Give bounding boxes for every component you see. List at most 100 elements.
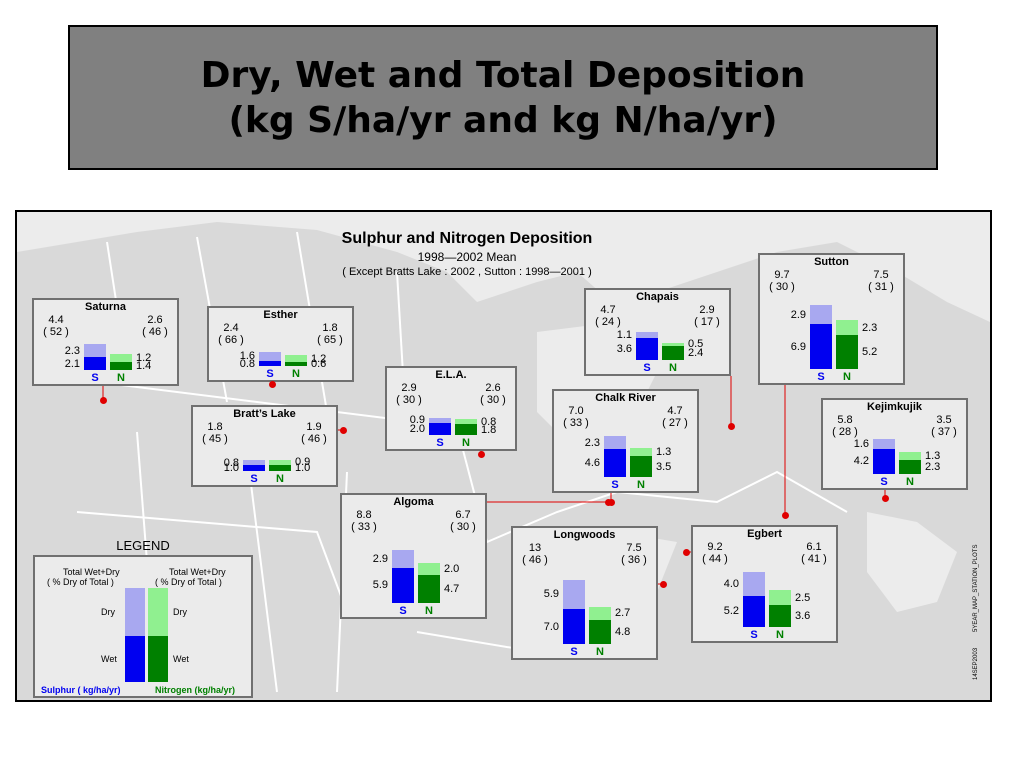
legend-wet-right: Wet [173,654,189,664]
station-n-pct: ( 30 ) [450,521,476,533]
legend-n-dry-bar [148,588,168,636]
bar-label-n: N [843,371,851,383]
bar-label-s: S [399,605,407,617]
station-s-pct: ( 66 ) [218,334,244,346]
nitrogen-dry-bar [662,342,684,346]
slide-title-line2: (kg S/ha/yr and kg N/ha/yr) [228,99,778,141]
station-s-total: 9.2 [707,541,723,553]
station-s-wet: 0.8 [239,357,255,370]
station-s-pct: ( 45 ) [202,433,228,445]
station-n-dry: 2.3 [862,321,878,334]
station-n-wet: 1.4 [136,359,152,372]
station-s-pct: ( 30 ) [769,281,795,293]
bar-label-s: S [266,368,274,380]
station-location-dot [782,512,789,519]
bar-label-s: S [436,437,444,449]
station-s-total: 5.8 [837,414,853,426]
chart-title: Sulphur and Nitrogen Deposition [341,230,593,247]
bar-label-n: N [117,372,125,384]
station-s-pct: ( 44 ) [702,553,728,565]
station-name: Sutton [814,256,849,268]
station-s-pct: ( 46 ) [522,554,548,566]
station-n-dry: 0.9 [295,456,311,469]
sulphur-dry-bar [563,579,585,609]
bar-label-s: S [880,476,888,488]
side-note-plot: 5YEAR_MAP_STATION_PLOTS [973,544,979,632]
station-name: Kejimkujik [866,401,923,413]
bar-label-n: N [425,605,433,617]
legend-nitrogen-units: Nitrogen (kg/ha/yr) [155,685,236,695]
legend-s-dry-bar [125,588,145,636]
station-s-pct: ( 24 ) [595,316,621,328]
legend-s-pct-label: ( % Dry of Total ) [47,577,114,587]
station-location-dot [728,423,735,430]
station-n-dry: 1.3 [925,450,941,463]
bar-label-s: S [750,629,758,641]
legend-wet-left: Wet [101,654,117,664]
station-location-dot [605,499,612,506]
sulphur-wet-bar [873,448,895,474]
station-n-dry: 2.7 [615,607,631,620]
slide-title-box: Dry, Wet and Total Deposition (kg S/ha/y… [68,25,938,170]
station-s-dry: 2.9 [790,308,806,321]
station-box: Longwoods 13( 46 ) 7.5( 36 ) 5.9 7.0 2.7 4.8 S N [511,526,658,660]
nitrogen-wet-bar [110,361,132,370]
bar-label-n: N [596,646,604,658]
station-box: Egbert 9.2( 44 ) 6.1( 41 ) 4.0 5.2 2.5 3.6 S N [691,525,838,643]
nitrogen-dry-bar [418,562,440,575]
sulphur-dry-bar [810,305,832,325]
station-n-wet: 5.2 [862,346,878,359]
nitrogen-wet-bar [269,465,291,471]
bar-label-n: N [637,479,645,491]
station-name: Egbert [747,528,782,540]
bar-label-s: S [570,646,578,658]
station-n-wet: 4.8 [615,626,631,638]
station-s-dry: 0.9 [409,414,425,427]
bar-label-s: S [643,362,651,374]
sulphur-wet-bar [810,324,832,369]
station-n-dry: 0.5 [688,338,704,351]
bar-label-s: S [817,371,825,383]
station-n-pct: ( 30 ) [480,394,506,406]
station-location-dot [340,427,347,434]
sulphur-wet-bar [84,357,106,370]
station-s-total: 1.8 [207,421,223,433]
station-s-pct: ( 33 ) [563,417,589,429]
station-n-total: 2.9 [699,304,715,316]
station-n-pct: ( 27 ) [662,417,688,429]
station-s-total: 2.9 [401,382,417,394]
station-s-wet: 4.2 [853,455,869,468]
nitrogen-wet-bar [662,345,684,360]
station-s-wet: 4.6 [584,457,600,470]
sulphur-dry-bar [636,331,658,339]
station-n-total: 2.6 [147,314,163,326]
legend-sulphur-units: Sulphur ( kg/ha/yr) [41,685,121,695]
station-s-wet: 7.0 [543,620,559,633]
station-box: E.L.A. 2.9( 30 ) 2.6( 30 ) 0.9 2.0 0.8 1.8 S N [385,366,517,451]
station-s-dry: 2.3 [64,344,80,357]
station-s-dry: 1.1 [616,329,632,342]
nitrogen-dry-bar [285,355,307,363]
slide-title-line1: Dry, Wet and Total Deposition [200,54,806,96]
station-n-pct: ( 37 ) [931,426,957,438]
station-s-wet: 5.9 [372,579,388,592]
station-n-wet: 0.6 [311,358,327,371]
station-n-dry: 0.8 [481,415,497,428]
station-n-pct: ( 17 ) [694,316,720,328]
station-s-total: 8.8 [356,509,372,521]
station-n-pct: ( 36 ) [621,554,647,566]
station-location-dot [478,451,485,458]
station-box: Algoma 8.8( 33 ) 6.7( 30 ) 2.9 5.9 2.0 4.7 S N [340,493,487,619]
sulphur-wet-bar [563,609,585,644]
station-box: Chapais 4.7( 24 ) 2.9( 17 ) 1.1 3.6 0.5 2.4 S N [584,288,731,376]
station-box: Bratt’s Lake 1.8( 45 ) 1.9( 46 ) 0.8 1.0 0.9 1… [191,405,338,487]
station-s-dry: 1.6 [853,438,869,450]
station-n-pct: ( 46 ) [301,433,327,445]
station-name: Esther [263,309,298,321]
nitrogen-wet-bar [769,605,791,627]
bar-label-n: N [906,476,914,488]
station-s-wet: 3.6 [616,343,632,356]
legend-n-pct-label: ( % Dry of Total ) [155,577,222,587]
station-s-wet: 2.1 [64,357,80,370]
legend-n-total-label: Total Wet+Dry [169,567,226,577]
